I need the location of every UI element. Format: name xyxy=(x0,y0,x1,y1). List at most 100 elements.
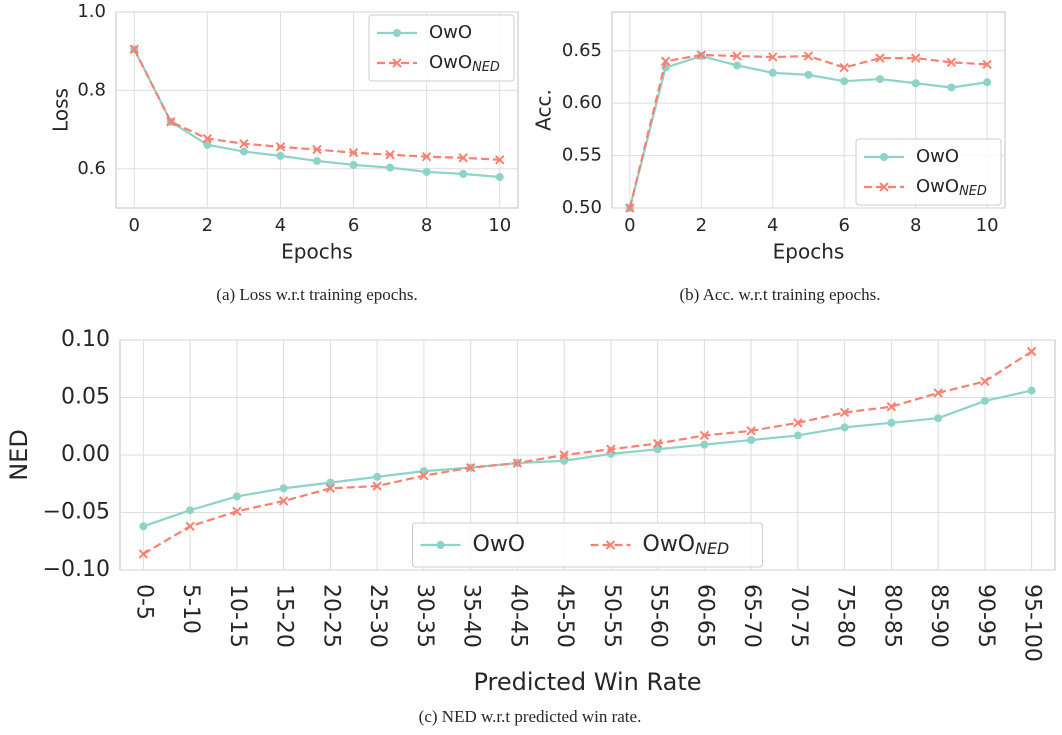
legend-label: OwO xyxy=(429,22,472,43)
x-tick-label: 8 xyxy=(910,215,921,236)
x-tick-label: 10 xyxy=(488,215,511,236)
data-point xyxy=(326,478,335,487)
data-point xyxy=(186,506,195,515)
legend-name: OwO xyxy=(916,146,959,167)
y-tick-label: 1.0 xyxy=(77,1,106,22)
x-tick-label: 60-65 xyxy=(692,584,717,648)
x-axis-label: Predicted Win Rate xyxy=(473,668,701,696)
data-point xyxy=(839,407,850,418)
x-tick-label: 6 xyxy=(839,215,850,236)
x-tick-label: 55-60 xyxy=(646,584,671,648)
data-point xyxy=(495,173,504,182)
data-point xyxy=(372,481,382,491)
data-point xyxy=(733,61,742,70)
data-point xyxy=(699,430,710,441)
data-point xyxy=(793,431,802,440)
y-axis-label: Acc. xyxy=(532,89,556,131)
data-point xyxy=(804,70,813,79)
data-point xyxy=(495,155,505,165)
x-tick-label: 20-25 xyxy=(318,584,343,648)
data-point xyxy=(653,445,662,454)
legend-subscript: NED xyxy=(959,184,987,199)
data-point xyxy=(459,169,468,178)
series-line xyxy=(142,350,1033,555)
x-tick-label: 10-15 xyxy=(225,584,250,648)
data-point xyxy=(660,56,671,66)
data-point xyxy=(422,167,431,176)
x-tick-label: 75-80 xyxy=(833,584,858,648)
data-point xyxy=(349,160,358,169)
data-point xyxy=(560,456,569,465)
legend-name: OwO xyxy=(429,52,472,73)
y-tick-label: 0.6 xyxy=(77,158,106,179)
x-tick-label: 40-45 xyxy=(505,584,530,648)
y-tick-label: 0.50 xyxy=(562,197,602,218)
data-point xyxy=(652,438,663,449)
data-point xyxy=(386,163,395,172)
data-point xyxy=(980,396,989,405)
data-point xyxy=(768,68,777,77)
y-axis-label: NED xyxy=(5,429,33,481)
data-point xyxy=(465,462,476,473)
data-point xyxy=(746,426,756,436)
data-point xyxy=(803,51,814,61)
data-point xyxy=(275,142,286,152)
x-tick-label: 95-100 xyxy=(1020,584,1045,662)
data-point xyxy=(138,549,149,559)
y-tick-label: 0.8 xyxy=(77,79,106,100)
caption: (b) Acc. w.r.t training epochs. xyxy=(680,285,881,304)
legend-label: OwONED xyxy=(643,532,730,558)
x-tick-label: 50-55 xyxy=(599,584,624,648)
data-point xyxy=(313,156,321,165)
data-point xyxy=(348,148,359,158)
data-point xyxy=(419,470,429,481)
x-tick-label: 8 xyxy=(421,215,432,236)
subplot: −0.10 −0.05 0.00 0.05 0.10 0-5 5-10 10-15 15-20 2… xyxy=(5,327,1056,726)
x-tick-label: 25-30 xyxy=(365,584,390,648)
data-point xyxy=(840,423,849,432)
data-point xyxy=(875,53,885,63)
y-tick-label: 0.60 xyxy=(562,92,602,113)
data-point xyxy=(911,79,920,88)
caption: (c) NED w.r.t predicted win rate. xyxy=(419,707,642,726)
legend-name: OwO xyxy=(429,22,472,43)
x-tick-label: 35-40 xyxy=(459,584,484,648)
data-point xyxy=(202,133,213,144)
subplot: 0.6 0.8 1.0 0 2 4 6 8 10 Epochs Loss (a) Loss w.r.t… xyxy=(49,1,519,304)
data-point xyxy=(276,151,285,160)
x-tick-label: 6 xyxy=(348,215,359,236)
y-tick-label: 0.00 xyxy=(61,442,110,467)
x-tick-label: 65-70 xyxy=(739,584,764,648)
data-point xyxy=(947,83,956,92)
legend-label: OwONED xyxy=(429,52,500,75)
legend-marker xyxy=(392,58,402,68)
legend-subscript: NED xyxy=(695,539,729,558)
legend-label: OwONED xyxy=(916,176,987,199)
legend-name: OwO xyxy=(916,176,959,197)
data-point xyxy=(1026,346,1037,357)
data-point xyxy=(232,492,241,501)
caption: (a) Loss w.r.t training epochs. xyxy=(216,285,417,304)
x-tick-label: 90-95 xyxy=(973,584,998,648)
data-point xyxy=(768,52,778,62)
legend-name: OwO xyxy=(643,532,696,557)
data-point xyxy=(512,458,523,468)
data-point xyxy=(312,144,322,155)
x-tick-label: 10 xyxy=(976,215,999,236)
data-point xyxy=(982,59,992,70)
x-tick-label: 0 xyxy=(624,215,635,236)
data-point xyxy=(732,51,742,61)
data-point xyxy=(232,506,242,517)
legend-marker xyxy=(436,541,445,549)
data-point xyxy=(1027,386,1036,395)
y-tick-label: −0.05 xyxy=(43,500,110,525)
data-point xyxy=(887,418,896,427)
data-point xyxy=(983,78,992,87)
data-point xyxy=(203,140,212,149)
legend-marker xyxy=(393,29,401,37)
data-point xyxy=(700,440,709,449)
data-point xyxy=(886,401,897,412)
data-point xyxy=(129,44,139,54)
